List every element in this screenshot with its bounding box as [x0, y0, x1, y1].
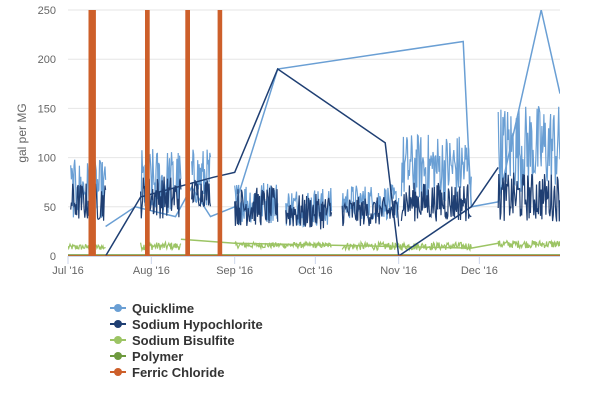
series-segment	[400, 182, 472, 222]
legend-item-polymer[interactable]: Polymer	[110, 348, 263, 364]
legend-marker-icon	[110, 318, 126, 330]
legend-label: Ferric Chloride	[132, 364, 225, 380]
legend-item-sodium-hypochlorite[interactable]: Sodium Hypochlorite	[110, 316, 263, 332]
series-ferric-chloride	[68, 10, 560, 256]
y-axis-title: gal per MG	[15, 103, 29, 162]
plot-area	[68, 10, 560, 256]
legend-marker-icon	[110, 350, 126, 362]
series-segment	[400, 133, 472, 202]
series-spike	[88, 10, 96, 256]
series-spike	[145, 10, 150, 256]
series-sodium-hypochlorite	[70, 67, 560, 256]
series-segment	[341, 239, 472, 253]
series-spike	[217, 10, 223, 256]
y-tick-label: 0	[50, 251, 56, 263]
series-spike	[185, 10, 190, 256]
x-tick-label: Aug '16	[133, 265, 170, 277]
x-tick-label: Sep '16	[216, 265, 253, 277]
series-segment	[234, 240, 332, 251]
series-quicklime	[70, 10, 560, 228]
legend: Quicklime Sodium Hypochlorite Sodium Bisul…	[110, 300, 263, 380]
x-tick-label: Jul '16	[52, 265, 83, 277]
y-tick-label: 200	[38, 54, 56, 66]
series-sodium-bisulfite	[68, 238, 560, 253]
series-segment	[70, 182, 107, 221]
legend-label: Polymer	[132, 348, 184, 364]
series-segment	[497, 172, 560, 222]
series-segment	[191, 179, 212, 208]
x-tick-label: Nov '16	[380, 265, 417, 277]
axes: Jul '16 Aug '16 Sep '16 Oct '16 Nov '16 Dec '…	[15, 5, 560, 277]
legend-item-sodium-bisulfite[interactable]: Sodium Bisulfite	[110, 332, 263, 348]
legend-item-quicklime[interactable]: Quicklime	[110, 300, 263, 316]
series-segment	[285, 193, 333, 230]
series-segment	[234, 185, 279, 226]
y-tick-label: 50	[44, 202, 56, 214]
series-segment	[497, 239, 560, 250]
x-axis-ticks: Jul '16 Aug '16 Sep '16 Oct '16 Nov '16 Dec '…	[52, 256, 498, 277]
x-tick-label: Oct '16	[298, 265, 333, 277]
legend-marker-icon	[110, 302, 126, 314]
legend-item-ferric-chloride[interactable]: Ferric Chloride	[110, 364, 263, 380]
x-tick-label: Dec '16	[461, 265, 498, 277]
legend-marker-icon	[110, 366, 126, 378]
series-segment	[341, 196, 400, 227]
y-tick-label: 100	[38, 153, 56, 165]
y-axis-ticks: 0 50 100 150 200 250	[38, 5, 56, 263]
legend-marker-icon	[110, 334, 126, 346]
y-tick-label: 250	[38, 5, 56, 17]
y-tick-label: 150	[38, 103, 56, 115]
legend-label: Sodium Hypochlorite	[132, 316, 263, 332]
series-segment	[497, 106, 560, 192]
series-segment	[341, 184, 400, 221]
series-segment	[68, 242, 106, 251]
legend-label: Quicklime	[132, 300, 195, 316]
legend-label: Sodium Bisulfite	[132, 332, 235, 348]
